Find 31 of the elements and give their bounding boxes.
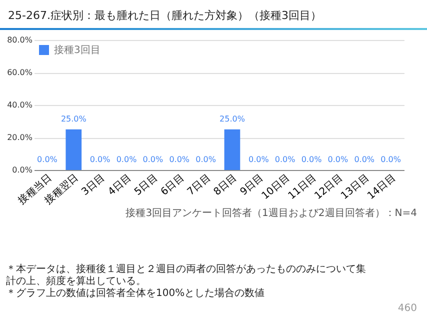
data-label: 0.0% <box>37 155 58 164</box>
data-label: 0.0% <box>196 155 216 164</box>
y-tick-label: 40.0% <box>7 100 33 110</box>
text: ＊本データは、接種後１週目と２週目の両者の回答があったもののみについて集計の上、頻度を算出している。 <box>6 264 366 288</box>
data-label: 0.0% <box>380 155 402 164</box>
y-tick-label: 60.0% <box>7 68 33 77</box>
data-label: 0.0% <box>274 155 296 164</box>
x-tick-label: 5日目 <box>132 172 160 198</box>
x-tick-label: 3日目 <box>80 172 108 198</box>
y-tick-label: 80.0% <box>7 36 33 44</box>
text: 460 <box>398 303 417 314</box>
data-label: 0.0% <box>301 155 322 164</box>
chart-title: 25-267.症状別：最も腫れた日（腫れた方対象）（接種3回目） <box>8 8 322 23</box>
legend-label: 接種3回目 <box>54 44 100 56</box>
data-label: 0.0% <box>248 155 270 164</box>
data-label: 0.0% <box>90 155 111 164</box>
x-tick-label: 4日目 <box>106 172 134 198</box>
y-tick-label: 0.0% <box>12 166 33 174</box>
data-label: 25.0% <box>60 114 87 124</box>
data-label: 25.0% <box>220 114 246 124</box>
x-tick-label: 8日目 <box>212 172 240 198</box>
text: 接種3回目アンケート回答者（1週目および2週目回答者）：N=4 <box>126 206 417 220</box>
y-tick-label: 20.0% <box>7 133 33 142</box>
text: ＊グラフ上の数値は回答者全体を100%とした場合の数値 <box>6 288 266 300</box>
data-label: 0.0% <box>116 155 138 164</box>
data-label: 0.0% <box>354 155 375 164</box>
x-tick-label: 6日目 <box>159 172 186 198</box>
data-label: 0.0% <box>328 155 348 164</box>
x-tick-label: 7日目 <box>186 172 213 198</box>
data-label: 0.0% <box>142 155 164 164</box>
data-label: 0.0% <box>169 155 190 164</box>
